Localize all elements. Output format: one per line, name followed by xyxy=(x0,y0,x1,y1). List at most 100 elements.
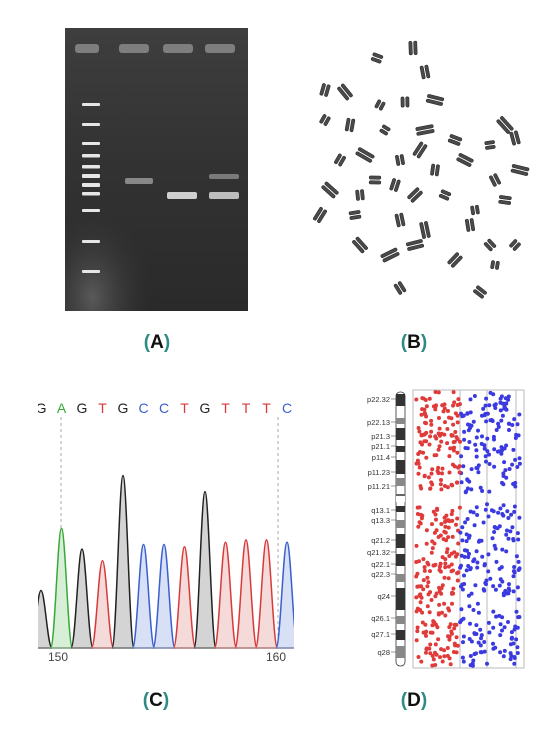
gel-band xyxy=(209,174,239,179)
band-label: q27.1 xyxy=(371,630,390,639)
snp-dot xyxy=(481,406,486,411)
snp-dot xyxy=(436,390,441,395)
chromosome xyxy=(470,204,480,216)
panel-b-label: (B) xyxy=(400,332,428,353)
snp-dot xyxy=(440,466,445,471)
snp-dot xyxy=(506,591,511,596)
snp-dot xyxy=(513,457,518,462)
snp-dot xyxy=(461,640,465,645)
x-chromosome-ideogram xyxy=(395,391,406,667)
snp-dot xyxy=(458,565,463,570)
snp-dot xyxy=(494,559,499,564)
snp-dot xyxy=(426,475,431,480)
snp-dot xyxy=(451,568,455,573)
snp-dot xyxy=(478,485,483,490)
snp-dot xyxy=(433,642,438,647)
snp-dot xyxy=(512,661,517,666)
snp-dot xyxy=(478,643,483,648)
snp-dot xyxy=(444,550,449,555)
snp-dot xyxy=(430,522,434,527)
snp-dot xyxy=(451,440,456,445)
snp-dot xyxy=(476,428,480,433)
snp-dot xyxy=(506,394,511,399)
snp-dot xyxy=(447,554,452,558)
chromosome xyxy=(319,83,331,97)
panel-b-metaphase-image xyxy=(305,30,535,305)
snp-dot xyxy=(461,464,466,469)
panel-d-letter: D xyxy=(407,690,421,711)
snp-dot xyxy=(425,604,430,609)
snp-dot xyxy=(479,633,484,638)
chromosome-group xyxy=(313,40,530,299)
snp-dot xyxy=(468,566,473,571)
snp-dot xyxy=(437,585,441,590)
snp-dot xyxy=(490,419,495,423)
snp-dot xyxy=(511,589,516,594)
snp-dot xyxy=(449,512,454,517)
snp-dot xyxy=(517,615,522,619)
snp-dot xyxy=(453,411,458,416)
snp-dot xyxy=(418,521,423,526)
snp-dot xyxy=(476,470,481,475)
snp-dot xyxy=(419,595,424,600)
snp-dot xyxy=(473,583,478,588)
snp-dot xyxy=(509,512,514,517)
snp-dot xyxy=(437,444,442,449)
snp-dot xyxy=(505,509,510,514)
snp-dot xyxy=(508,657,513,662)
snp-dot xyxy=(421,578,426,583)
snp-dot xyxy=(455,450,460,455)
snp-dot xyxy=(491,434,496,439)
snp-dot xyxy=(517,456,522,461)
snp-dot xyxy=(482,640,487,644)
chromatogram-peak xyxy=(193,490,217,649)
snp-dot xyxy=(416,426,421,430)
snp-dot xyxy=(414,574,419,579)
snp-dot xyxy=(471,510,476,515)
snp-dot xyxy=(511,447,516,452)
snp-dot xyxy=(437,564,442,569)
chromosome xyxy=(419,221,431,239)
snp-dot xyxy=(491,392,496,397)
band-label: q22.3 xyxy=(371,570,390,579)
snp-dot xyxy=(498,650,503,655)
snp-dot xyxy=(455,571,460,576)
snp-dot xyxy=(437,568,442,572)
snp-dot xyxy=(501,503,506,508)
snp-dot xyxy=(428,569,432,574)
base-call: G xyxy=(200,400,211,416)
snp-dot xyxy=(512,504,517,509)
snp-dot xyxy=(516,433,521,438)
snp-dot xyxy=(504,401,509,406)
snp-dot xyxy=(462,554,467,559)
band-label: q22.1 xyxy=(371,560,390,569)
snp-dot xyxy=(455,437,460,442)
snp-dot xyxy=(493,402,498,407)
snp-dot xyxy=(517,461,522,466)
snp-dot xyxy=(498,633,503,638)
snp-dot xyxy=(425,560,430,565)
snp-dot xyxy=(435,625,440,630)
snp-dot xyxy=(501,482,506,487)
snp-dot xyxy=(463,520,468,525)
snp-dot xyxy=(492,447,497,452)
chromosome xyxy=(456,153,474,167)
snp-dot xyxy=(484,396,489,401)
snp-dot xyxy=(439,439,444,444)
snp-dot xyxy=(471,419,476,424)
snp-dot xyxy=(442,601,447,606)
snp-dot xyxy=(417,505,422,510)
chromosome xyxy=(344,117,356,133)
snp-dot xyxy=(470,663,475,668)
snp-dot xyxy=(499,394,504,399)
snp-dot xyxy=(416,524,421,529)
snp-dot xyxy=(493,525,498,530)
snp-dot xyxy=(414,638,419,643)
chromosome xyxy=(395,154,405,166)
chromosome xyxy=(483,238,497,252)
snp-dot xyxy=(437,426,442,431)
snp-dot xyxy=(443,420,447,425)
snp-dot xyxy=(504,443,509,448)
position-label: 150 xyxy=(48,650,68,664)
